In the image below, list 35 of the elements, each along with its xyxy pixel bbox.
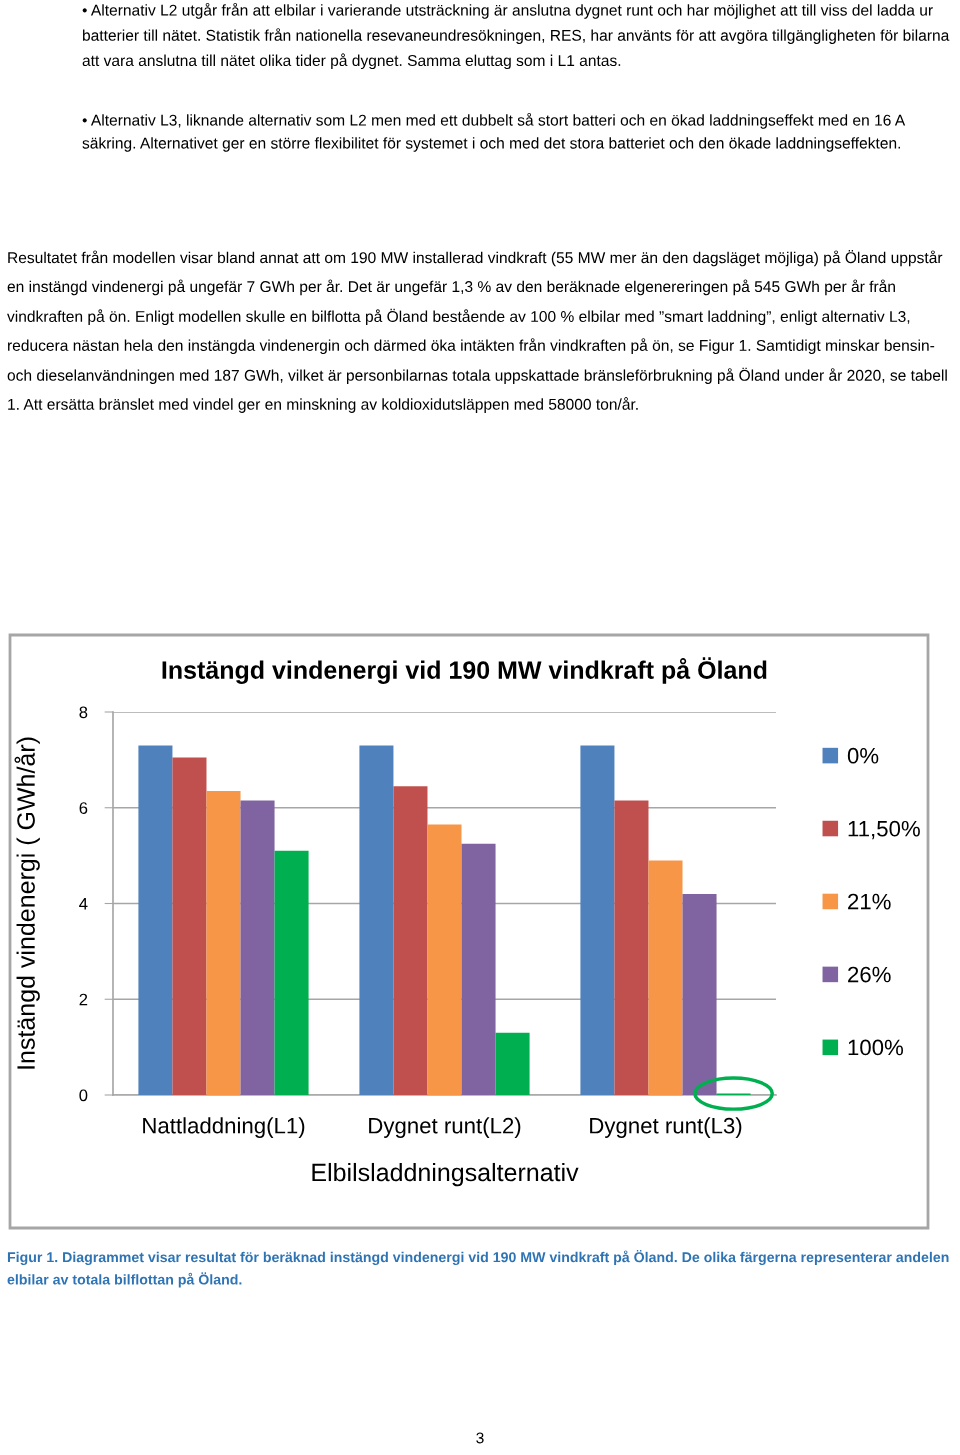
bar <box>495 1032 530 1095</box>
y-tick-label: 6 <box>79 802 88 814</box>
legend-label: 26% <box>848 966 891 983</box>
bar <box>393 786 428 1095</box>
y-tick-label: 8 <box>79 706 88 719</box>
legend-label: 0% <box>847 747 879 764</box>
x-tick-label: Dygnet runt(L3) <box>590 1117 742 1138</box>
text: • Alternativ L3, liknande alternativ som L2 men med ett dubbelt så stort batteri och en ökad laddningseffekt med en 16 A säkring. Alternativet ger en större flexibilitet för systemet i och med det stora batteriet och den ökade laddningseffekten. <box>82 113 906 152</box>
legend-label: 11,50% <box>848 820 920 840</box>
x-tick-label: Dygnet runt(L2) <box>369 1117 521 1138</box>
x-tick-label: Nattladdning(L1) <box>143 1117 305 1138</box>
bar <box>648 860 683 1095</box>
x-axis-title: Elbilsladdningsalternativ <box>312 1162 579 1187</box>
bar <box>359 745 394 1095</box>
chart-title: Instängd vindenergi vid 190 MW vindkraft på Öland <box>162 657 767 684</box>
bar <box>614 800 649 1095</box>
bar <box>682 893 717 1095</box>
bar <box>240 800 275 1095</box>
bar <box>427 824 462 1095</box>
text: Resultatet från modellen visar bland annat att om 190 MW installerad vindkraft (55 MW mer än den dagsläget möjliga) på Öland uppstår en instängd vindenergi på ungefär 7 GWh per år. Det är ungefär 1,3 % av den beräknade elgenereringen på 545 GWh per år från vindkraften på ön. Enligt modellen skulle en bilflotta på Öland bestående av 100 % elbilar med ”smart laddning”, enligt alternativ L3, reducera nästan hela den instängda vindenergin och därmed öka intäkten från vindkraften på ön, se Figur 1. Samtidigt minskar bensin- och dieselanvändningen med 187 GWh, vilket är personbilarnas totala uppskattade bränsleförbrukning på Öland under år 2020, se tabell 1. Att ersätta bränslet med vindel ger en minskning av koldioxidutsläppen med 58000 ton/år. <box>7 250 947 413</box>
bar <box>172 757 207 1095</box>
y-tick-label: 2 <box>79 993 88 1006</box>
text: 3 <box>476 1432 484 1444</box>
bar <box>274 850 309 1095</box>
bar <box>206 790 241 1095</box>
y-tick-label: 4 <box>79 898 88 910</box>
bar <box>138 745 173 1095</box>
bar <box>580 745 615 1095</box>
y-tick-label: 0 <box>79 1089 88 1102</box>
legend-label: 100% <box>848 1039 904 1056</box>
y-axis-title: Instängd vindenergi ( GWh/år) <box>14 737 40 1069</box>
text: • Alternativ L2 utgår från att elbilar i varierande utsträckning är anslutna dygnet runt och har möjlighet att till viss del ladda ur batterier till nätet. Statistik från nationella resevaneundresökningen, RES, har använts för att avgöra tillgängligheten för bilarna att vara anslutna till nätet olika tider på dygnet. Samma eluttag som i L1 antas. <box>82 3 950 70</box>
legend-label: 21% <box>848 893 891 910</box>
text: Figur 1. Diagrammet visar resultat för beräknad instängd vindenergi vid 190 MW vindkraft på Öland. De olika färgerna representerar andelen elbilar av totala bilflottan på Öland. <box>7 1250 949 1288</box>
bar <box>461 843 496 1095</box>
